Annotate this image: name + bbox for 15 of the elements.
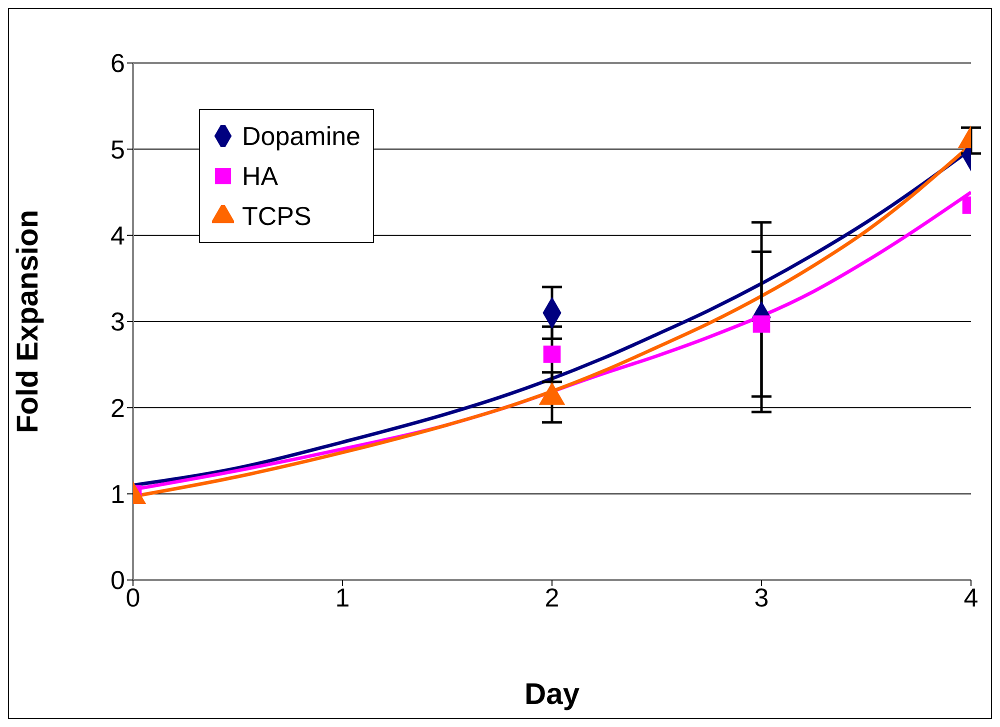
- y-tick-label: 3: [110, 306, 125, 337]
- y-tick-label: 4: [110, 220, 125, 251]
- x-tick-label: 1: [335, 582, 350, 612]
- legend-label: HA: [242, 160, 278, 193]
- y-tick-label: 1: [110, 479, 125, 510]
- x-tick-label: 4: [964, 582, 978, 612]
- legend-label: Dopamine: [242, 120, 361, 153]
- x-tick-label: 3: [754, 582, 769, 612]
- legend-label: TCPS: [242, 200, 312, 233]
- y-tick-label: 2: [110, 392, 125, 423]
- y-axis-title: Fold Expansion: [12, 210, 45, 434]
- x-axis-title: Day: [524, 678, 580, 711]
- x-tick-label: 2: [544, 582, 560, 612]
- y-tick-label: 6: [110, 48, 125, 78]
- y-tick-label: 5: [110, 134, 125, 164]
